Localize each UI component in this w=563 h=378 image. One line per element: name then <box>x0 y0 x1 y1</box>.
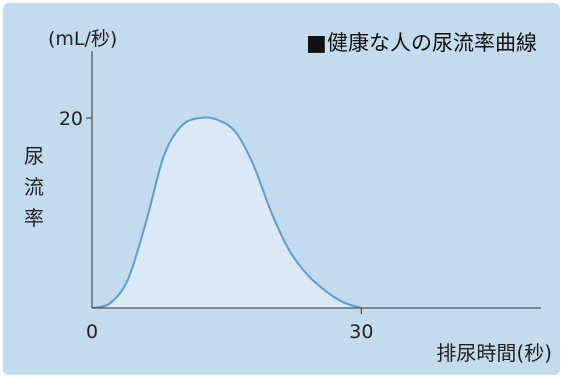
title-marker: ■ <box>306 31 327 56</box>
chart-title: 健康な人の尿流率曲線 <box>327 31 537 55</box>
x-ticks: 0 30 <box>86 308 373 343</box>
y-axis-label-char-1: 尿 <box>24 144 44 168</box>
title-group: ■ 健康な人の尿流率曲線 <box>306 31 537 56</box>
y-tick-label-0: 20 <box>59 108 83 130</box>
y-axis-label: 尿 流 率 <box>24 144 44 230</box>
y-ticks: 20 <box>59 108 92 130</box>
x-axis-label: 排尿時間(秒) <box>436 341 552 365</box>
y-unit-label: (mL/秒) <box>48 28 117 50</box>
y-axis-label-char-2: 流 <box>24 175 44 199</box>
chart-panel: ■ 健康な人の尿流率曲線 (mL/秒) 尿 流 率 20 0 30 排尿時間(秒) <box>3 3 560 375</box>
y-axis-label-char-3: 率 <box>24 206 44 230</box>
x-tick-label-1: 30 <box>349 321 373 343</box>
flow-curve-line <box>91 116 362 309</box>
flow-curve-area <box>92 117 362 308</box>
urine-flow-chart: ■ 健康な人の尿流率曲線 (mL/秒) 尿 流 率 20 0 30 排尿時間(秒) <box>24 28 552 365</box>
x-tick-label-0: 0 <box>86 321 98 343</box>
